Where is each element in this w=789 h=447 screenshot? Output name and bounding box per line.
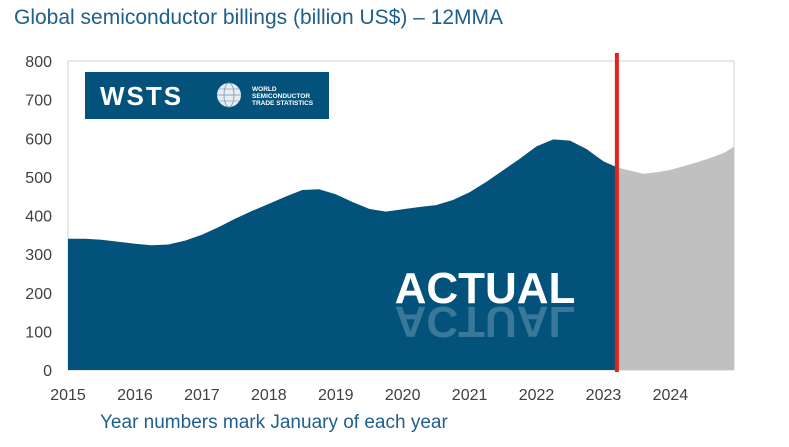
x-tick-label: 2021 xyxy=(452,387,488,404)
x-axis-note: Year numbers mark January of each year xyxy=(100,412,448,433)
y-tick-label: 200 xyxy=(25,286,52,303)
logo-text: WSTS xyxy=(100,81,183,111)
x-tick-labels: 2015 2016 2017 2018 2019 2020 2021 2022 2023 2024 xyxy=(50,387,688,404)
y-tick-label: 500 xyxy=(25,170,52,187)
wsts-logo: WSTS WORLD SEMICONDUCTOR TRADE STATISTIC… xyxy=(85,72,329,119)
actual-area xyxy=(68,139,617,370)
y-tick-label: 0 xyxy=(43,363,52,380)
y-tick-labels: 0 100 200 300 400 500 600 700 800 xyxy=(25,54,52,380)
logo-line-2: SEMICONDUCTOR xyxy=(252,93,310,100)
area-layer xyxy=(68,139,734,370)
x-tick-label: 2024 xyxy=(653,387,689,404)
y-tick-label: 400 xyxy=(25,209,52,226)
x-tick-label: 2020 xyxy=(385,387,421,404)
x-tick-label: 2017 xyxy=(184,387,220,404)
x-tick-label: 2015 xyxy=(50,387,86,404)
forecast-area xyxy=(616,146,734,370)
actual-label-reflection: ACTUAL xyxy=(395,297,576,346)
chart-title: Global semiconductor billings (billion U… xyxy=(14,6,504,29)
x-tick-label: 2023 xyxy=(586,387,622,404)
y-tick-label: 700 xyxy=(25,93,52,110)
x-tick-label: 2022 xyxy=(519,387,555,404)
actual-label-group: ACTUAL ACTUAL xyxy=(395,264,576,346)
y-tick-label: 800 xyxy=(25,54,52,71)
x-tick-label: 2016 xyxy=(117,387,153,404)
y-tick-label: 300 xyxy=(25,247,52,264)
x-tick-label: 2018 xyxy=(251,387,287,404)
y-tick-label: 100 xyxy=(25,324,52,341)
actual-label: ACTUAL xyxy=(395,264,576,313)
logo-line-3: TRADE STATISTICS xyxy=(252,100,314,107)
y-tick-label: 600 xyxy=(25,131,52,148)
x-tick-label: 2019 xyxy=(318,387,354,404)
logo-line-1: WORLD xyxy=(252,86,277,93)
